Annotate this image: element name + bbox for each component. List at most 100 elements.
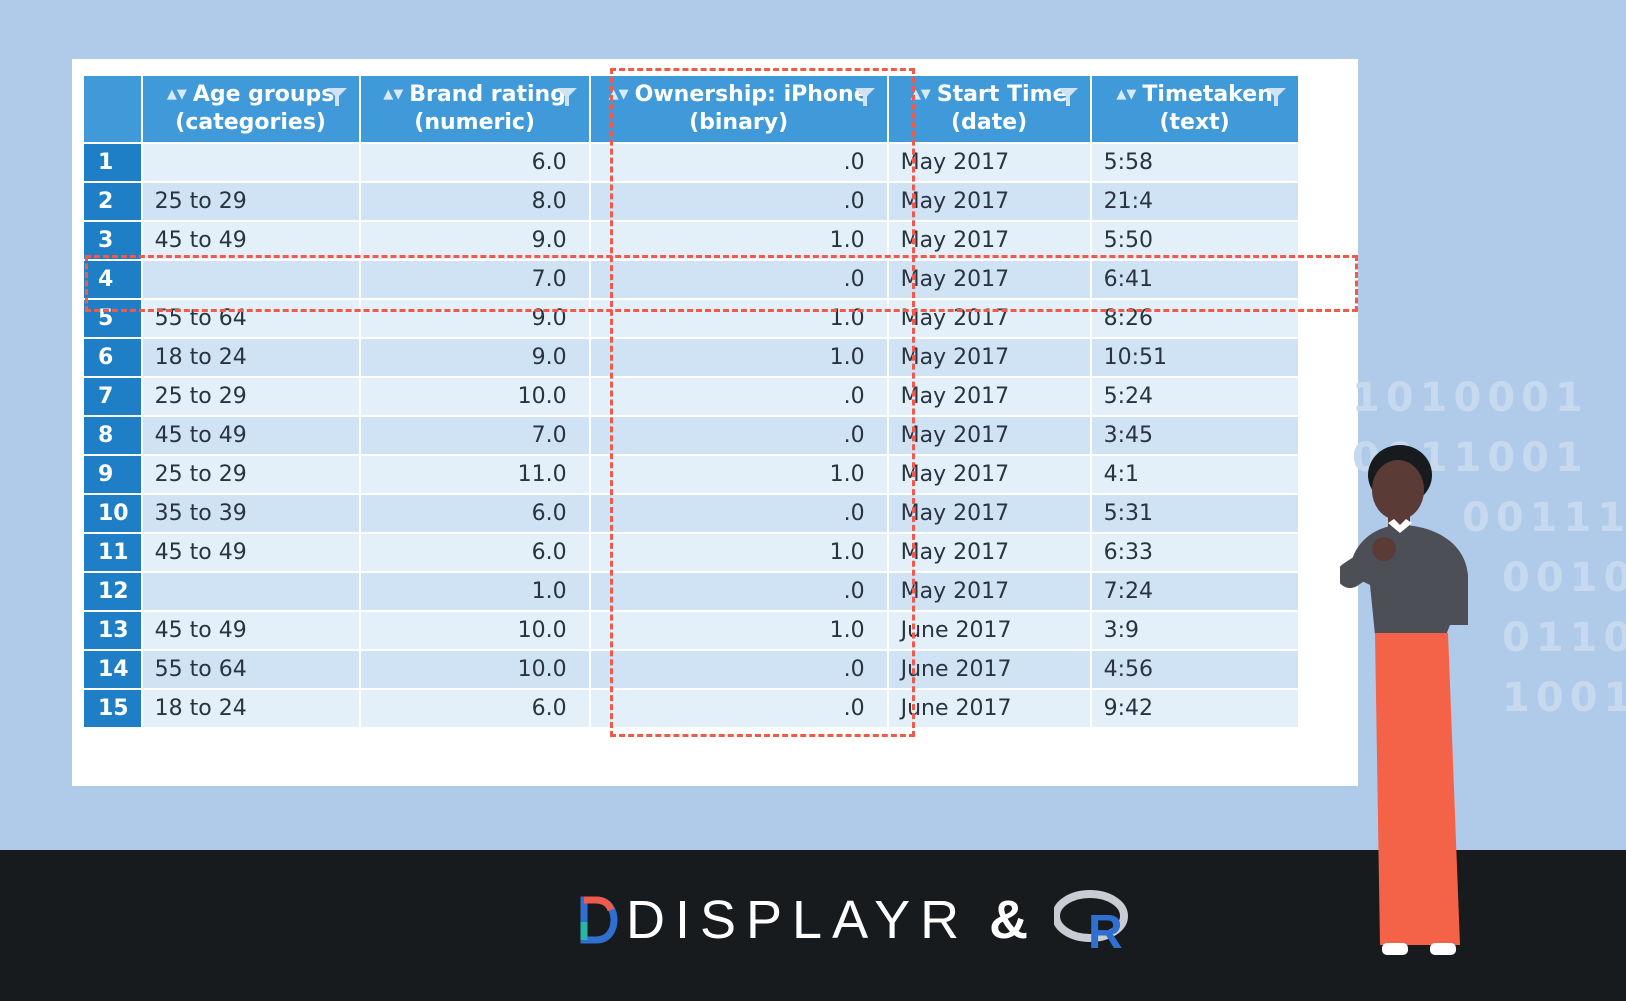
sort-icon[interactable]: ▲▼ [910, 87, 931, 102]
cell-start-time[interactable]: June 2017 [888, 651, 1090, 688]
cell-age-group[interactable] [142, 573, 359, 610]
table-row[interactable]: 5 55 to 64 9.0 1.0 May 2017 8:26 [84, 300, 1298, 337]
cell-brand-rating[interactable]: 9.0 [360, 222, 589, 259]
cell-ownership-iphone[interactable]: .0 [590, 417, 887, 454]
table-row[interactable]: 14 55 to 64 10.0.0 June 2017 4:56 [84, 651, 1298, 688]
cell-ownership-iphone[interactable]: 1.0 [590, 339, 887, 376]
cell-age-group[interactable]: 45 to 49 [142, 612, 359, 649]
cell-start-time[interactable]: May 2017 [888, 456, 1090, 493]
sort-icon[interactable]: ▲▼ [608, 87, 629, 102]
sort-icon[interactable]: ▲▼ [166, 87, 187, 102]
cell-start-time[interactable]: May 2017 [888, 534, 1090, 571]
cell-start-time[interactable]: May 2017 [888, 417, 1090, 454]
filter-icon[interactable] [556, 88, 577, 106]
cell-start-time[interactable]: May 2017 [888, 378, 1090, 415]
cell-start-time[interactable]: June 2017 [888, 690, 1090, 727]
cell-brand-rating[interactable]: 6.0 [360, 144, 589, 181]
cell-brand-rating[interactable]: 1.0 [360, 573, 589, 610]
cell-timetaken[interactable]: 5:24 [1091, 378, 1298, 415]
filter-icon[interactable] [1057, 88, 1078, 106]
cell-age-group[interactable]: 45 to 49 [142, 417, 359, 454]
cell-brand-rating[interactable]: 10.0 [360, 612, 589, 649]
table-row[interactable]: 7 25 to 29 10.0.0 May 2017 5:24 [84, 378, 1298, 415]
table-row[interactable]: 13 45 to 49 10.0 1.0 June 2017 3:9 [84, 612, 1298, 649]
cell-start-time[interactable]: May 2017 [888, 495, 1090, 532]
cell-brand-rating[interactable]: 7.0 [360, 261, 589, 298]
cell-brand-rating[interactable]: 7.0 [360, 417, 589, 454]
cell-age-group[interactable]: 18 to 24 [142, 690, 359, 727]
cell-timetaken[interactable]: 4:56 [1091, 651, 1298, 688]
cell-brand-rating[interactable]: 11.0 [360, 456, 589, 493]
cell-timetaken[interactable]: 3:45 [1091, 417, 1298, 454]
cell-ownership-iphone[interactable]: 1.0 [590, 456, 887, 493]
cell-timetaken[interactable]: 6:41 [1091, 261, 1298, 298]
table-row[interactable]: 6 18 to 24 9.0 1.0 May 2017 10:51 [84, 339, 1298, 376]
cell-age-group[interactable]: 35 to 39 [142, 495, 359, 532]
cell-timetaken[interactable]: 9:42 [1091, 690, 1298, 727]
cell-age-group[interactable]: 25 to 29 [142, 183, 359, 220]
table-row[interactable]: 15 18 to 24 6.0.0 June 2017 9:42 [84, 690, 1298, 727]
cell-ownership-iphone[interactable]: .0 [590, 261, 887, 298]
cell-age-group[interactable]: 55 to 64 [142, 651, 359, 688]
cell-age-group[interactable]: 45 to 49 [142, 222, 359, 259]
cell-brand-rating[interactable]: 10.0 [360, 651, 589, 688]
sort-icon[interactable]: ▲▼ [1116, 87, 1137, 102]
cell-age-group[interactable]: 25 to 29 [142, 378, 359, 415]
cell-timetaken[interactable]: 10:51 [1091, 339, 1298, 376]
cell-start-time[interactable]: May 2017 [888, 300, 1090, 337]
cell-ownership-iphone[interactable]: .0 [590, 144, 887, 181]
table-row[interactable]: 3 45 to 49 9.0 1.0 May 2017 5:50 [84, 222, 1298, 259]
cell-timetaken[interactable]: 8:26 [1091, 300, 1298, 337]
cell-brand-rating[interactable]: 10.0 [360, 378, 589, 415]
cell-timetaken[interactable]: 21:4 [1091, 183, 1298, 220]
cell-start-time[interactable]: June 2017 [888, 612, 1090, 649]
cell-brand-rating[interactable]: 6.0 [360, 690, 589, 727]
cell-ownership-iphone[interactable]: .0 [590, 573, 887, 610]
table-row[interactable]: 9 25 to 29 11.0 1.0 May 2017 4:1 [84, 456, 1298, 493]
cell-age-group[interactable]: 45 to 49 [142, 534, 359, 571]
cell-ownership-iphone[interactable]: 1.0 [590, 222, 887, 259]
table-row[interactable]: 11 45 to 49 6.0 1.0 May 2017 6:33 [84, 534, 1298, 571]
column-header-timetaken[interactable]: ▲▼ Timetaken (text) [1091, 76, 1298, 142]
cell-age-group[interactable]: 25 to 29 [142, 456, 359, 493]
table-row[interactable]: 10 35 to 39 6.0.0 May 2017 5:31 [84, 495, 1298, 532]
cell-timetaken[interactable]: 7:24 [1091, 573, 1298, 610]
cell-start-time[interactable]: May 2017 [888, 261, 1090, 298]
filter-icon[interactable] [854, 88, 875, 106]
column-header-start-time[interactable]: ▲▼ Start Time (date) [888, 76, 1090, 142]
cell-ownership-iphone[interactable]: 1.0 [590, 300, 887, 337]
cell-start-time[interactable]: May 2017 [888, 339, 1090, 376]
column-header-age-groups[interactable]: ▲▼ Age groups (categories) [142, 76, 359, 142]
cell-start-time[interactable]: May 2017 [888, 222, 1090, 259]
cell-ownership-iphone[interactable]: .0 [590, 183, 887, 220]
cell-ownership-iphone[interactable]: .0 [590, 495, 887, 532]
cell-ownership-iphone[interactable]: .0 [590, 378, 887, 415]
table-row[interactable]: 12 1.0.0 May 2017 7:24 [84, 573, 1298, 610]
cell-timetaken[interactable]: 6:33 [1091, 534, 1298, 571]
cell-ownership-iphone[interactable]: 1.0 [590, 534, 887, 571]
cell-brand-rating[interactable]: 6.0 [360, 495, 589, 532]
sort-icon[interactable]: ▲▼ [383, 87, 404, 102]
cell-start-time[interactable]: May 2017 [888, 183, 1090, 220]
cell-timetaken[interactable]: 5:50 [1091, 222, 1298, 259]
cell-age-group[interactable]: 18 to 24 [142, 339, 359, 376]
cell-brand-rating[interactable]: 9.0 [360, 339, 589, 376]
cell-timetaken[interactable]: 5:31 [1091, 495, 1298, 532]
cell-start-time[interactable]: May 2017 [888, 573, 1090, 610]
cell-timetaken[interactable]: 5:58 [1091, 144, 1298, 181]
cell-timetaken[interactable]: 3:9 [1091, 612, 1298, 649]
cell-ownership-iphone[interactable]: 1.0 [590, 612, 887, 649]
table-row[interactable]: 4 7.0.0 May 2017 6:41 [84, 261, 1298, 298]
cell-age-group[interactable] [142, 261, 359, 298]
cell-start-time[interactable]: May 2017 [888, 144, 1090, 181]
cell-age-group[interactable]: 55 to 64 [142, 300, 359, 337]
cell-ownership-iphone[interactable]: .0 [590, 690, 887, 727]
cell-brand-rating[interactable]: 9.0 [360, 300, 589, 337]
filter-icon[interactable] [326, 88, 347, 106]
cell-age-group[interactable] [142, 144, 359, 181]
filter-icon[interactable] [1265, 88, 1286, 106]
table-row[interactable]: 1 6.0.0 May 2017 5:58 [84, 144, 1298, 181]
column-header-brand-rating[interactable]: ▲▼ Brand rating (numeric) [360, 76, 589, 142]
cell-ownership-iphone[interactable]: .0 [590, 651, 887, 688]
table-row[interactable]: 2 25 to 29 8.0.0 May 2017 21:4 [84, 183, 1298, 220]
